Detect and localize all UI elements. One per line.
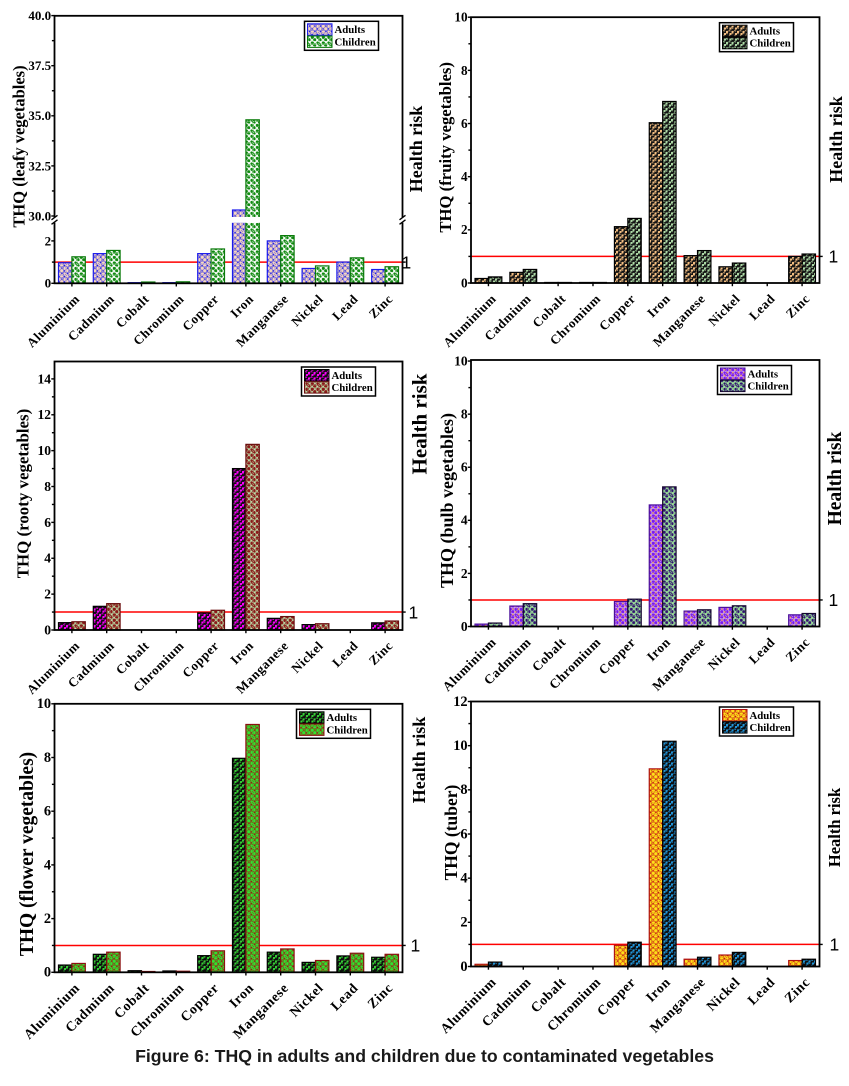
svg-text:Children: Children [335, 36, 376, 48]
svg-text:Health risk: Health risk [825, 431, 846, 525]
svg-text:12: 12 [453, 694, 467, 710]
svg-text:THQ (leafy vegetables): THQ (leafy vegetables) [10, 65, 29, 227]
svg-text:4: 4 [44, 857, 51, 873]
svg-text:Adults: Adults [327, 712, 358, 724]
svg-text:2: 2 [45, 233, 52, 248]
svg-text:8: 8 [44, 479, 51, 494]
svg-text:4: 4 [460, 871, 467, 887]
svg-text:1: 1 [830, 935, 840, 955]
svg-text:6: 6 [461, 460, 468, 475]
svg-text:Children: Children [750, 722, 791, 734]
svg-text:THQ (rooty vegetables): THQ (rooty vegetables) [13, 409, 32, 579]
svg-text:6: 6 [461, 116, 468, 131]
svg-text:2: 2 [461, 566, 468, 581]
svg-text:4: 4 [461, 169, 468, 184]
svg-text:Health risk: Health risk [406, 106, 426, 193]
svg-text:Health risk: Health risk [409, 717, 429, 804]
svg-text:1: 1 [402, 252, 412, 272]
svg-text:8: 8 [461, 63, 468, 78]
svg-text:0: 0 [461, 275, 468, 290]
svg-text:0: 0 [45, 276, 52, 291]
svg-text:1: 1 [829, 590, 839, 610]
svg-text:Children: Children [327, 724, 368, 736]
svg-text:2: 2 [44, 911, 51, 927]
svg-text:Adults: Adults [335, 24, 366, 36]
svg-text:Figure 6: THQ in adults and ch: Figure 6: THQ in adults and children due… [135, 1046, 714, 1066]
svg-text:0: 0 [44, 622, 51, 637]
svg-text:6: 6 [460, 826, 467, 842]
svg-text:10: 10 [453, 738, 467, 754]
svg-text:THQ (bulb vegetables): THQ (bulb vegetables) [437, 413, 458, 588]
svg-text:14: 14 [38, 371, 52, 386]
svg-text:Health risk: Health risk [408, 373, 432, 474]
svg-text:THQ (flower vegetables): THQ (flower vegetables) [17, 752, 38, 956]
svg-text:Adults: Adults [750, 710, 781, 722]
svg-text:6: 6 [44, 804, 51, 820]
svg-text:8: 8 [44, 750, 51, 766]
svg-text:10: 10 [37, 696, 51, 712]
svg-text:10: 10 [454, 10, 468, 25]
svg-text:0: 0 [460, 959, 467, 975]
svg-text:Children: Children [748, 381, 789, 393]
svg-text:37.5: 37.5 [28, 58, 51, 73]
svg-text:1: 1 [409, 602, 419, 622]
svg-text:THQ (tuber): THQ (tuber) [441, 784, 461, 880]
svg-text:30.0: 30.0 [28, 208, 51, 223]
svg-text:8: 8 [460, 782, 467, 798]
svg-text:8: 8 [461, 407, 468, 422]
svg-text:4: 4 [44, 551, 51, 566]
svg-text:THQ (fruity vegetables): THQ (fruity vegetables) [436, 62, 455, 233]
svg-text:2: 2 [44, 587, 51, 602]
svg-text:32.5: 32.5 [28, 158, 51, 173]
svg-text:12: 12 [38, 407, 52, 422]
svg-text:35.0: 35.0 [28, 108, 51, 123]
svg-text:2: 2 [461, 222, 468, 237]
svg-text:1: 1 [829, 247, 839, 267]
svg-text:Adults: Adults [748, 368, 779, 380]
svg-text:Adults: Adults [750, 26, 781, 38]
svg-text:Children: Children [332, 382, 373, 394]
svg-text:Health risk: Health risk [826, 96, 846, 183]
svg-text:0: 0 [461, 619, 468, 634]
svg-text:1: 1 [411, 936, 421, 956]
svg-text:Adults: Adults [332, 370, 363, 382]
svg-text:10: 10 [454, 353, 468, 368]
svg-text:Children: Children [750, 38, 791, 50]
svg-text:40.0: 40.0 [28, 8, 51, 23]
svg-text:2: 2 [460, 915, 467, 931]
svg-text:10: 10 [38, 443, 52, 458]
svg-text:4: 4 [461, 513, 468, 528]
svg-text:0: 0 [44, 965, 51, 981]
svg-text:6: 6 [44, 515, 51, 530]
svg-text:Health risk: Health risk [825, 787, 844, 867]
